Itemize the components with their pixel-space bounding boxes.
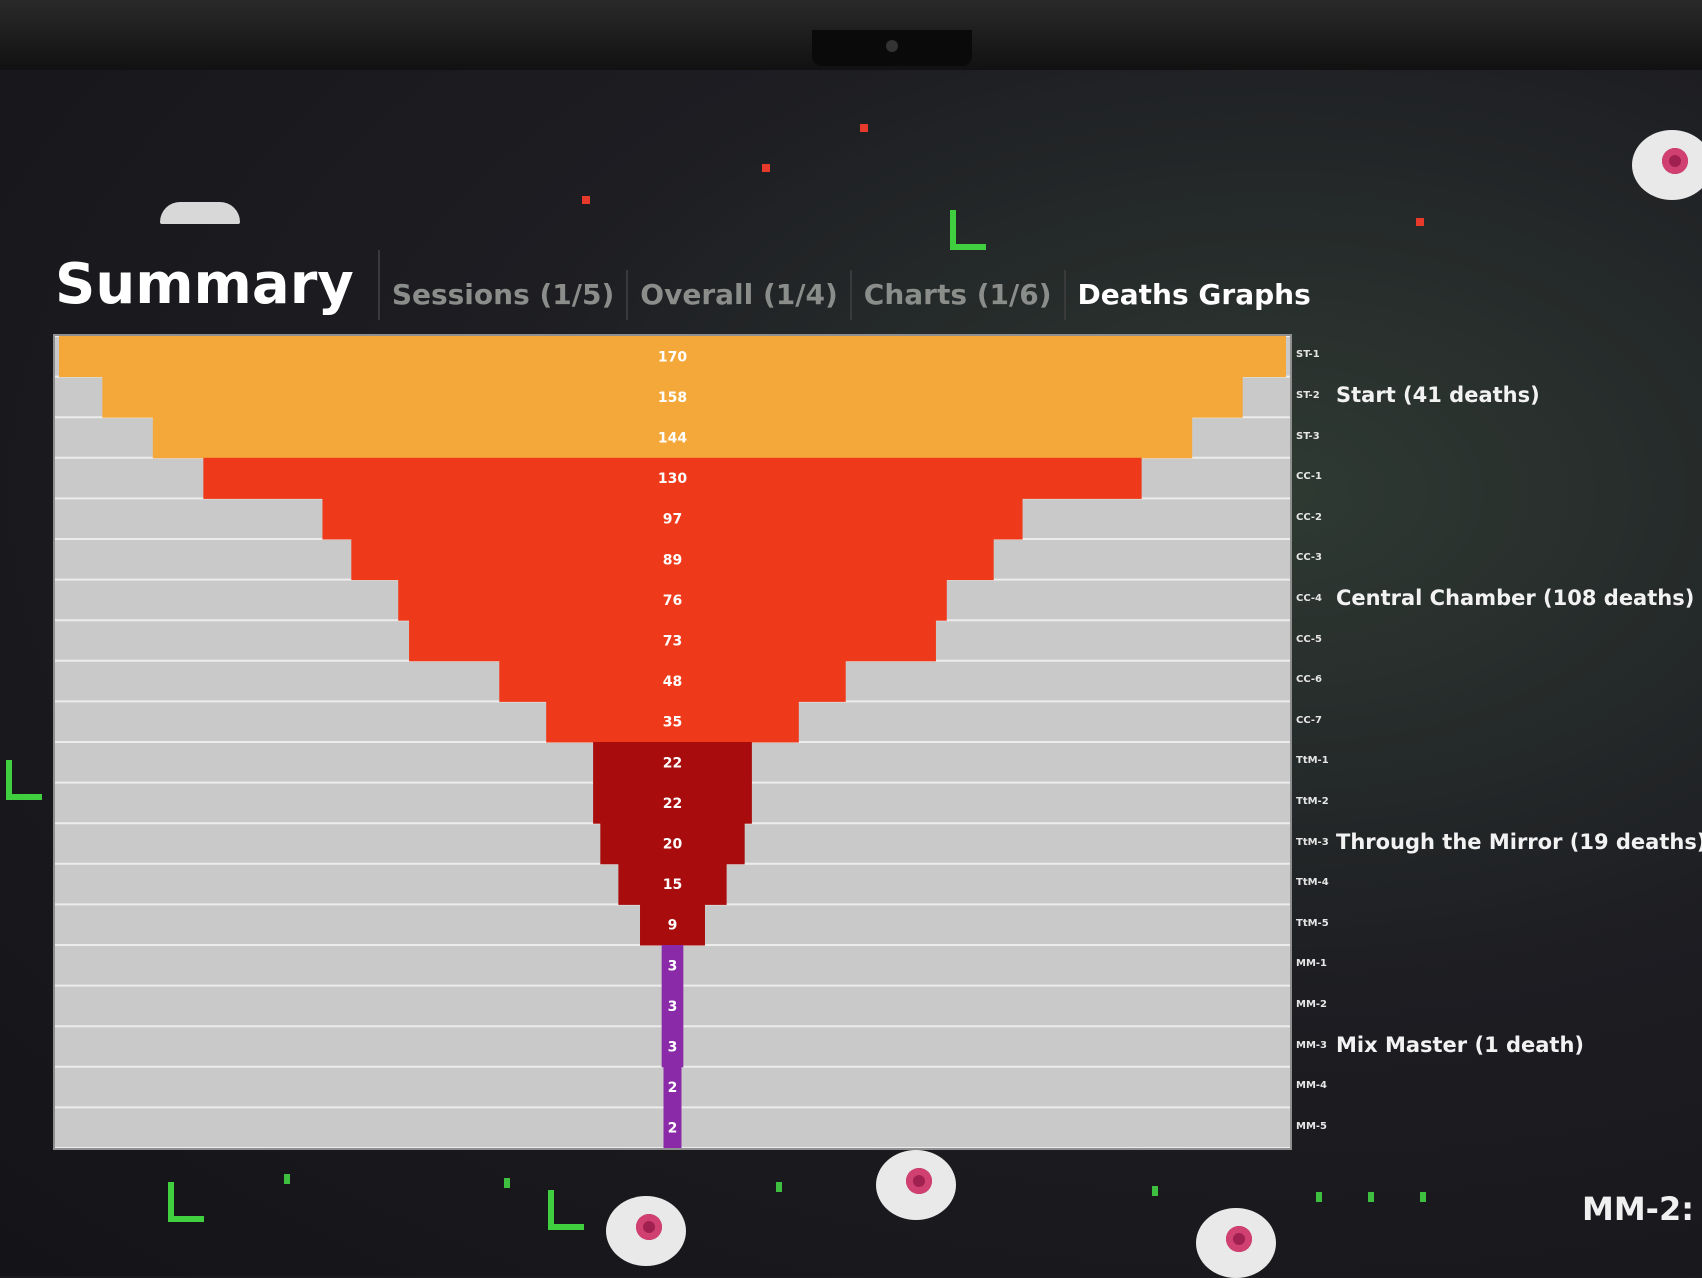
- green-particle: [1152, 1186, 1158, 1196]
- funnel-bar-cc-6: [499, 660, 846, 702]
- bar-value-label: 35: [663, 715, 682, 731]
- red-particle: [582, 196, 590, 204]
- bar-value-label: 89: [663, 552, 682, 568]
- summary-tab-bar: Summary Sessions (1/5) Overall (1/4) Cha…: [55, 240, 1323, 320]
- stage-label: CC-3: [1296, 552, 1323, 564]
- red-particle: [1416, 218, 1424, 226]
- stage-label: CC-1: [1296, 471, 1323, 483]
- section-label: Through the Mirror (19 deaths): [1336, 829, 1702, 854]
- eyeball-sprite: [876, 1150, 956, 1220]
- tab-sessions[interactable]: Sessions (1/5): [380, 270, 629, 320]
- bar-value-label: 22: [663, 755, 682, 771]
- green-particle: [1368, 1192, 1374, 1202]
- stage-label: ST-1: [1296, 349, 1320, 361]
- bar-value-label: 3: [668, 999, 678, 1015]
- stage-label: MM-2: [1296, 998, 1328, 1010]
- green-particle: [284, 1174, 290, 1184]
- funnel-bar-ttm-2: [593, 782, 752, 824]
- bar-value-label: 3: [668, 958, 678, 974]
- laptop-bezel: [0, 0, 1702, 70]
- funnel-bar-mm-5: [663, 1107, 682, 1148]
- bar-value-label: 130: [658, 471, 687, 487]
- bar-value-label: 144: [658, 431, 687, 447]
- funnel-bar-cc-2: [322, 498, 1023, 540]
- funnel-bar-mm-4: [663, 1066, 682, 1108]
- funnel-bar-st-1: [59, 336, 1286, 378]
- stage-label: CC-4: [1296, 592, 1323, 604]
- bar-value-label: 2: [668, 1080, 678, 1096]
- bar-value-label: 76: [663, 593, 682, 609]
- section-label: Start (41 deaths): [1336, 382, 1540, 407]
- eyeball-sprite: [606, 1196, 686, 1266]
- funnel-bar-cc-4: [398, 579, 947, 621]
- bar-value-label: 73: [663, 634, 682, 650]
- page-title: Summary: [55, 250, 380, 320]
- bar-value-label: 97: [663, 512, 682, 528]
- funnel-bar-ttm-1: [593, 742, 752, 784]
- eyeball-sprite: [1196, 1208, 1276, 1278]
- funnel-bar-cc-5: [409, 620, 936, 662]
- funnel-bar-st-3: [152, 417, 1193, 459]
- section-label: Mix Master (1 death): [1336, 1032, 1585, 1057]
- eyeball-sprite: [1632, 130, 1702, 200]
- funnel-bar-st-2: [102, 376, 1243, 418]
- bar-value-label: 158: [658, 390, 687, 406]
- stage-label: TtM-3: [1296, 836, 1329, 848]
- funnel-bar-ttm-3: [600, 823, 745, 865]
- green-particle: [1420, 1192, 1426, 1202]
- funnel-bar-cc-7: [546, 701, 799, 743]
- bar-value-label: 9: [668, 918, 678, 934]
- red-particle: [860, 124, 868, 132]
- stage-indicator: MM-2:: [1581, 1190, 1694, 1228]
- stage-axis: ST-1 ST-2 ST-3 CC-1 CC-2 CC-3 CC-4 CC-5 CC-6 CC-7…: [1296, 336, 1329, 1148]
- bar-value-label: 20: [663, 837, 683, 853]
- stage-label: MM-1: [1296, 958, 1328, 970]
- deaths-funnel-chart: 170 158 144 130 97 89 76 73 48 35 22 22 20 15 9 3 3 3 2 2: [55, 336, 1290, 1148]
- sprout-sprite: [168, 1182, 204, 1222]
- stage-label: CC-5: [1296, 633, 1323, 645]
- tab-overall[interactable]: Overall (1/4): [628, 270, 852, 320]
- cloud-sprite: [160, 202, 240, 224]
- webcam: [812, 30, 972, 66]
- red-particle: [762, 164, 770, 172]
- funnel-bar-ttm-5: [640, 904, 705, 946]
- funnel-bar-mm-2: [661, 985, 684, 1027]
- green-particle: [504, 1178, 510, 1188]
- stage-label: CC-2: [1296, 511, 1323, 523]
- bar-value-label: 2: [668, 1121, 678, 1137]
- stage-label: TtM-2: [1296, 795, 1329, 807]
- stage-label: TtM-1: [1296, 755, 1329, 767]
- sprout-sprite: [6, 760, 42, 800]
- funnel-bar-mm-3: [661, 1026, 684, 1068]
- stage-label: CC-6: [1296, 674, 1323, 686]
- tab-charts[interactable]: Charts (1/6): [852, 270, 1066, 320]
- sprout-sprite: [548, 1190, 584, 1230]
- bar-value-label: 170: [658, 349, 687, 365]
- sprout-sprite: [950, 210, 986, 250]
- stage-label: TtM-5: [1296, 917, 1329, 929]
- green-particle: [776, 1182, 782, 1192]
- section-label: Central Chamber (108 deaths): [1336, 585, 1695, 610]
- stage-label: ST-3: [1296, 430, 1320, 442]
- funnel-bar-mm-1: [661, 945, 684, 987]
- bar-value-label: 22: [663, 796, 682, 812]
- funnel-bar-cc-3: [351, 539, 994, 581]
- stage-label: MM-3: [1296, 1039, 1328, 1051]
- green-particle: [1316, 1192, 1322, 1202]
- stage-label: TtM-4: [1296, 877, 1329, 889]
- bar-value-label: 48: [663, 674, 682, 690]
- tab-deaths-graphs[interactable]: Deaths Graphs: [1077, 278, 1311, 311]
- funnel-bar-cc-1: [203, 457, 1142, 499]
- stage-label: MM-4: [1296, 1080, 1328, 1092]
- stage-label: ST-2: [1296, 389, 1320, 401]
- stage-label: MM-5: [1296, 1120, 1328, 1132]
- bar-value-label: 15: [663, 877, 682, 893]
- bar-value-label: 3: [668, 1040, 678, 1056]
- funnel-bar-ttm-4: [618, 863, 727, 905]
- stage-label: CC-7: [1296, 714, 1323, 726]
